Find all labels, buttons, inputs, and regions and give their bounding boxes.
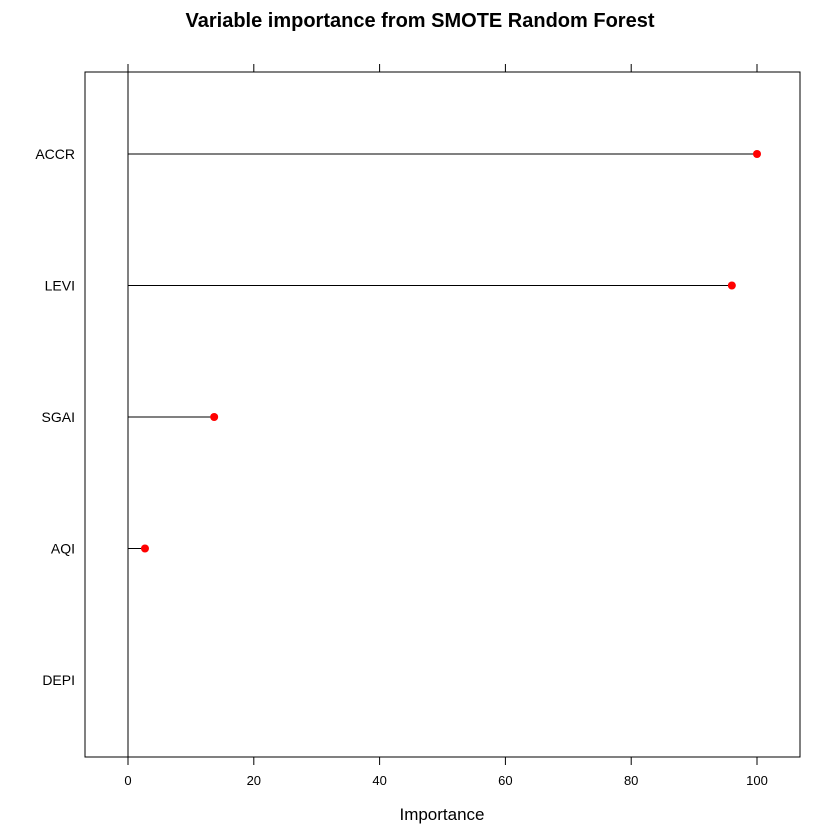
category-label-sgai: SGAI [42,409,75,425]
importance-point-aqi [140,544,149,553]
x-tick-label-20: 20 [247,773,261,788]
y-axis-categories: ACCR LEVI SGAI AQI DEPI [35,146,75,688]
x-axis: 0 20 40 60 80 100 [124,757,768,788]
category-label-accr: ACCR [35,146,75,162]
importance-point-levi [727,281,736,290]
category-label-depi: DEPI [42,672,75,688]
x-axis-label: Importance [399,805,484,824]
x-tick-label-60: 60 [498,773,512,788]
category-label-aqi: AQI [51,541,75,557]
plot-frame [84,71,801,758]
x-tick-label-0: 0 [124,773,131,788]
importance-point-accr [753,150,761,158]
x-tick-label-80: 80 [624,773,638,788]
x-tick-label-100: 100 [746,773,768,788]
chart-title: Variable importance from SMOTE Random Fo… [186,10,655,32]
data-marks [128,150,761,553]
x-tick-label-40: 40 [372,773,386,788]
importance-point-sgai [210,413,219,421]
category-label-levi: LEVI [45,278,75,294]
top-axis-ticks [127,64,758,72]
